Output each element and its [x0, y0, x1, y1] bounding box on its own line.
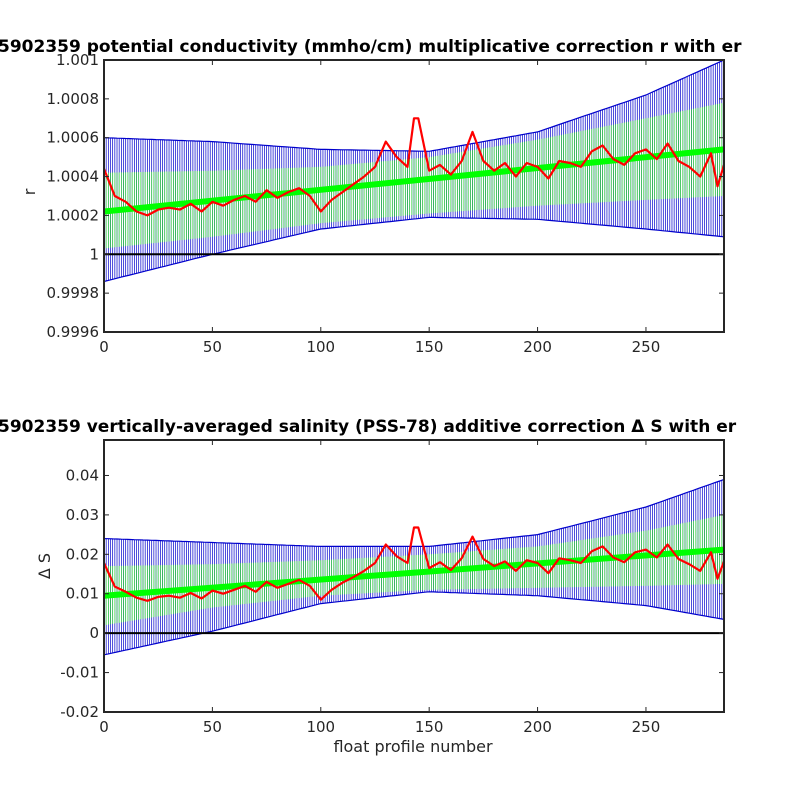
x-tick-label: 100	[306, 338, 335, 356]
y-tick-label: 0.01	[66, 585, 99, 603]
y-tick-label: 0.9998	[47, 284, 100, 302]
panel-salinity-correction: 5902359 vertically-averaged salinity (PS…	[0, 417, 737, 756]
axes-box	[103, 439, 725, 713]
x-tick-label: 0	[99, 338, 109, 356]
chart-title: 5902359 vertically-averaged salinity (PS…	[0, 417, 737, 437]
x-tick-label: 100	[306, 718, 335, 736]
y-tick-label: 1.0006	[47, 129, 100, 147]
error-envelope-upper	[103, 59, 725, 152]
axes-frame	[103, 59, 725, 333]
fit-line	[103, 146, 725, 215]
x-tick-label: 150	[415, 718, 444, 736]
error-envelope-lower	[103, 216, 725, 283]
y-tick-label: 1.0002	[47, 206, 100, 224]
x-tick-label: 200	[523, 338, 552, 356]
x-tick-label: 0	[99, 718, 109, 736]
fit-line	[103, 546, 725, 599]
chart-title: 5902359 potential conductivity (mmho/cm)…	[0, 37, 742, 57]
x-tick-label: 250	[632, 338, 661, 356]
y-tick-label: -0.01	[60, 664, 99, 682]
panel-conductivity-correction: 5902359 potential conductivity (mmho/cm)…	[0, 37, 742, 356]
series-line	[102, 117, 726, 217]
tick-labels: 0 50 100 150 200 250 -0.02 -0.01 0 0.01 0.02 0.03 0.…	[60, 466, 660, 736]
tick-labels: 0 50 100 150 200 250 0.9996 0.9998 1 1.0002 1.0004…	[47, 51, 661, 356]
x-tick-label: 50	[203, 338, 222, 356]
error-bars	[103, 59, 725, 283]
y-tick-label: 0.03	[66, 506, 99, 524]
x-axis-label: float profile number	[333, 737, 493, 756]
y-tick-label: 0.02	[66, 545, 99, 563]
x-tick-label: 50	[203, 718, 222, 736]
y-axis-label: r	[20, 188, 39, 195]
y-tick-label: 1.001	[56, 51, 99, 69]
fit-lines	[102, 117, 726, 256]
y-tick-label: 1.0008	[47, 90, 100, 108]
series-line	[102, 526, 726, 602]
y-tick-label: 1	[89, 245, 99, 263]
y-tick-label: 1.0004	[47, 168, 100, 186]
y-axis-label: Δ S	[35, 553, 54, 579]
x-tick-label: 150	[415, 338, 444, 356]
y-tick-label: 0.04	[66, 466, 99, 484]
error-envelope-upper	[103, 478, 725, 547]
fit-lines	[102, 526, 726, 635]
y-tick-label: -0.02	[60, 703, 99, 721]
y-tick-label: 0	[89, 624, 99, 642]
axes-box	[103, 59, 725, 333]
error-bars	[103, 478, 725, 656]
x-tick-label: 250	[632, 718, 661, 736]
y-tick-label: 0.9996	[47, 323, 100, 341]
x-tick-label: 200	[523, 718, 552, 736]
axes-frame	[103, 439, 725, 713]
